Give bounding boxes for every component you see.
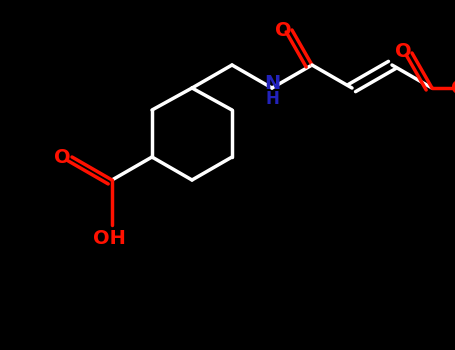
Text: H: H xyxy=(265,90,279,108)
Text: OH: OH xyxy=(451,78,455,98)
Text: O: O xyxy=(54,147,71,167)
Text: O: O xyxy=(395,42,412,61)
Text: OH: OH xyxy=(93,229,126,248)
Text: O: O xyxy=(275,21,292,40)
Text: N: N xyxy=(264,74,280,93)
